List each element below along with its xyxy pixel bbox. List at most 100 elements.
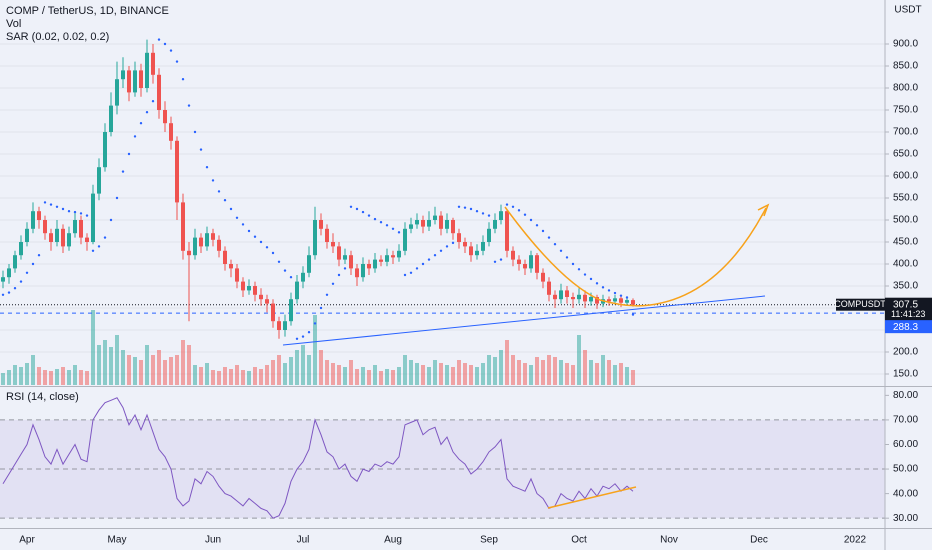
sar-dot [61,207,65,211]
candle-body [361,264,365,278]
volume-bar [7,370,11,385]
sar-dot [427,258,431,261]
candle-body [157,74,161,110]
candle-body [385,255,389,262]
sar-dot [187,104,191,107]
sar-dot [1,293,5,296]
volume-bar [115,335,119,385]
candle-body [625,300,629,303]
x-tick-label: Oct [571,535,587,546]
candle-body [613,298,617,302]
sar-dot [619,294,623,297]
sar-dot [439,249,443,252]
volume-bar [337,365,341,385]
sar-dot [493,260,497,263]
sar-dot [541,229,545,233]
symbol-box [836,298,885,311]
volume-bar [61,367,65,385]
candle-body [187,250,191,256]
candle-body [247,286,251,291]
sar-dot [601,286,605,289]
sar-dot [613,291,617,295]
sar-dot [331,282,335,285]
sar-dot [85,214,89,217]
candle-body [427,220,431,227]
volume-bar [427,367,431,385]
sar-dot [367,214,371,217]
volume-bar [457,360,461,385]
candle-body [295,281,299,300]
rsi-tick-label: 60.00 [893,439,918,450]
candle-body [505,211,509,251]
candle-body [67,233,71,247]
sar-dot [73,210,77,214]
sar-dot [241,223,245,226]
volume-bar [235,365,239,385]
candle-body [391,255,395,258]
candle-body [523,264,527,269]
sar-dot [325,293,329,296]
candle-body [61,228,65,247]
volume-bar [325,360,329,385]
sar-dot [553,243,557,246]
candle-body [301,272,305,282]
sar-dot [31,262,35,266]
sar-dot [67,210,71,213]
volume-bar [49,371,53,385]
volume-bar [271,360,275,385]
sar-dot [559,249,563,252]
sar-dot [127,152,131,156]
volume-bar [25,363,29,385]
volume-bar [589,360,593,385]
volume-bar [241,370,245,385]
sar-dot [145,111,149,114]
candle-body [55,228,59,242]
volume-bar [493,357,497,385]
volume-bar [145,345,149,385]
volume-bar [13,365,17,385]
candle-body [463,242,467,247]
candle-body [553,294,557,300]
volume-bar [139,360,143,385]
volume-bar [85,371,89,385]
candle-body [493,220,497,229]
candle-body [451,220,455,234]
volume-bar [1,373,5,385]
sar-dot [253,235,257,238]
volume-bar [565,363,569,385]
y-tick-label: 400.0 [893,259,918,270]
sar-dot [211,179,215,182]
candle-body [13,255,17,269]
volume-bar [409,360,413,385]
sar-dot [463,206,467,209]
volume-bar [19,367,23,385]
sar-dot [523,213,527,216]
candle-body [547,281,551,295]
sar-dot [631,313,635,316]
sar-dot [433,254,437,257]
sar-dot [445,245,449,248]
volume-bar [67,370,71,385]
sar-dot [595,282,599,285]
sar-dot [271,251,275,255]
last-price-box [885,297,932,322]
sar-dot [277,260,281,263]
candle-body [355,268,359,278]
candle-body [379,259,383,262]
candle-body [499,211,503,220]
candle-body [349,255,353,269]
candle-body [277,321,281,330]
candle-body [109,105,113,132]
volume-bar [631,370,635,385]
candle-body [415,220,419,225]
candle-body [37,211,41,220]
volume-bar [223,367,227,385]
sar-dot [115,196,119,200]
volume-bar [169,357,173,385]
volume-bar [355,369,359,385]
candle-body [1,277,5,282]
volume-bar [163,360,167,385]
candle-body [175,140,179,203]
